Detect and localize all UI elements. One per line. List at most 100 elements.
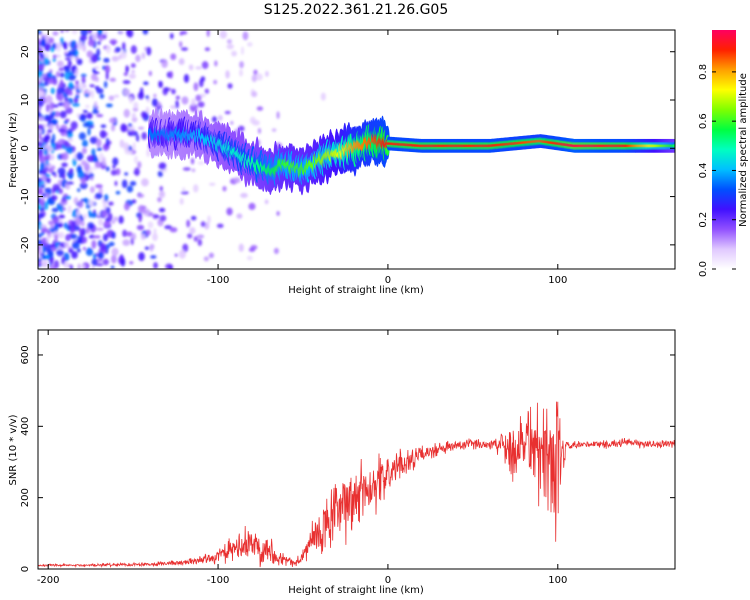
noise-blob — [213, 79, 218, 85]
noise-blob — [102, 233, 108, 242]
noise-blob — [257, 127, 262, 134]
noise-blob — [55, 42, 63, 48]
noise-blob — [65, 146, 74, 154]
spectrogram-frame — [37, 29, 676, 270]
noise-blob — [132, 142, 136, 151]
noise-blob — [76, 58, 83, 66]
noise-blob — [52, 183, 61, 192]
noise-blob — [52, 54, 57, 59]
noise-blob — [74, 44, 78, 49]
noise-blob — [95, 227, 104, 231]
noise-blob — [76, 248, 81, 253]
noise-blob — [130, 129, 135, 134]
noise-blob — [248, 247, 256, 252]
noise-blob — [122, 239, 131, 246]
noise-blob — [130, 63, 136, 68]
noise-blob — [146, 46, 152, 56]
noise-blob — [49, 263, 54, 269]
noise-blob — [48, 37, 55, 44]
noise-blob — [77, 200, 84, 209]
noise-blob — [239, 61, 244, 69]
noise-blob — [159, 215, 167, 222]
spectrogram-x-tick-label: 0 — [385, 275, 391, 286]
noise-blob — [52, 31, 59, 36]
snr-y-tick-label: 0 — [20, 566, 31, 572]
noise-blob — [58, 188, 63, 195]
noise-blob — [68, 75, 76, 81]
noise-blob — [43, 81, 49, 86]
noise-blob — [138, 213, 142, 223]
noise-blob — [121, 42, 126, 51]
noise-blob — [61, 162, 68, 168]
noise-blob — [38, 73, 41, 79]
noise-blob — [67, 205, 72, 210]
noise-blob — [123, 202, 130, 211]
noise-blob — [92, 166, 97, 170]
noise-blob — [40, 224, 47, 228]
noise-blob — [75, 80, 80, 85]
noise-blob — [103, 220, 112, 229]
noise-blob — [60, 198, 68, 203]
noise-blob — [91, 31, 98, 41]
noise-blob — [111, 231, 116, 239]
noise-blob — [45, 114, 49, 120]
noise-blob — [77, 170, 85, 179]
noise-blob — [145, 229, 151, 236]
noise-blob — [152, 214, 160, 219]
noise-blob — [88, 155, 93, 161]
noise-blob — [109, 77, 116, 82]
noise-blob — [99, 93, 105, 99]
noise-blob — [174, 253, 178, 257]
noise-blob — [219, 30, 228, 39]
noise-blob — [38, 222, 43, 230]
noise-blob — [68, 248, 74, 254]
noise-blob — [48, 71, 52, 78]
noise-blob — [94, 85, 100, 91]
noise-blob — [103, 57, 110, 63]
noise-blob — [38, 258, 41, 262]
noise-blob — [78, 82, 85, 92]
noise-blob — [73, 197, 79, 205]
noise-blob — [120, 123, 127, 133]
noise-blob — [276, 111, 280, 120]
noise-blob — [79, 182, 88, 190]
noise-blob — [78, 229, 84, 233]
noise-blob — [239, 69, 243, 77]
noise-blob — [158, 162, 167, 170]
noise-blob — [47, 123, 55, 130]
noise-blob — [123, 142, 130, 151]
noise-blob — [82, 264, 86, 269]
noise-blob — [138, 126, 145, 130]
noise-blob — [83, 213, 87, 220]
noise-blob — [252, 119, 260, 126]
noise-blob — [58, 231, 65, 239]
noise-blob — [45, 95, 53, 104]
noise-blob — [61, 152, 69, 161]
noise-blob — [131, 232, 137, 241]
noise-blob — [61, 256, 66, 265]
noise-blob — [102, 258, 109, 266]
noise-blob — [40, 184, 46, 189]
noise-blob — [59, 207, 64, 213]
noise-blob — [65, 195, 71, 200]
noise-blob — [38, 168, 42, 175]
noise-blob — [90, 176, 94, 181]
noise-blob — [60, 30, 64, 33]
noise-blob — [41, 260, 48, 268]
noise-blob — [45, 193, 50, 198]
noise-blob — [178, 58, 185, 65]
noise-blob — [90, 55, 98, 63]
noise-blob — [92, 109, 100, 114]
noise-blob — [131, 112, 136, 119]
noise-blob — [49, 257, 54, 266]
noise-blob — [126, 231, 133, 237]
noise-blob — [38, 203, 42, 210]
noise-blob — [238, 243, 244, 252]
noise-blob — [137, 91, 145, 100]
noise-blob — [38, 105, 41, 111]
noise-blob — [111, 55, 119, 62]
noise-blob — [148, 70, 152, 77]
noise-blob — [211, 116, 218, 123]
noise-blob — [107, 201, 114, 206]
noise-blob — [140, 111, 148, 119]
